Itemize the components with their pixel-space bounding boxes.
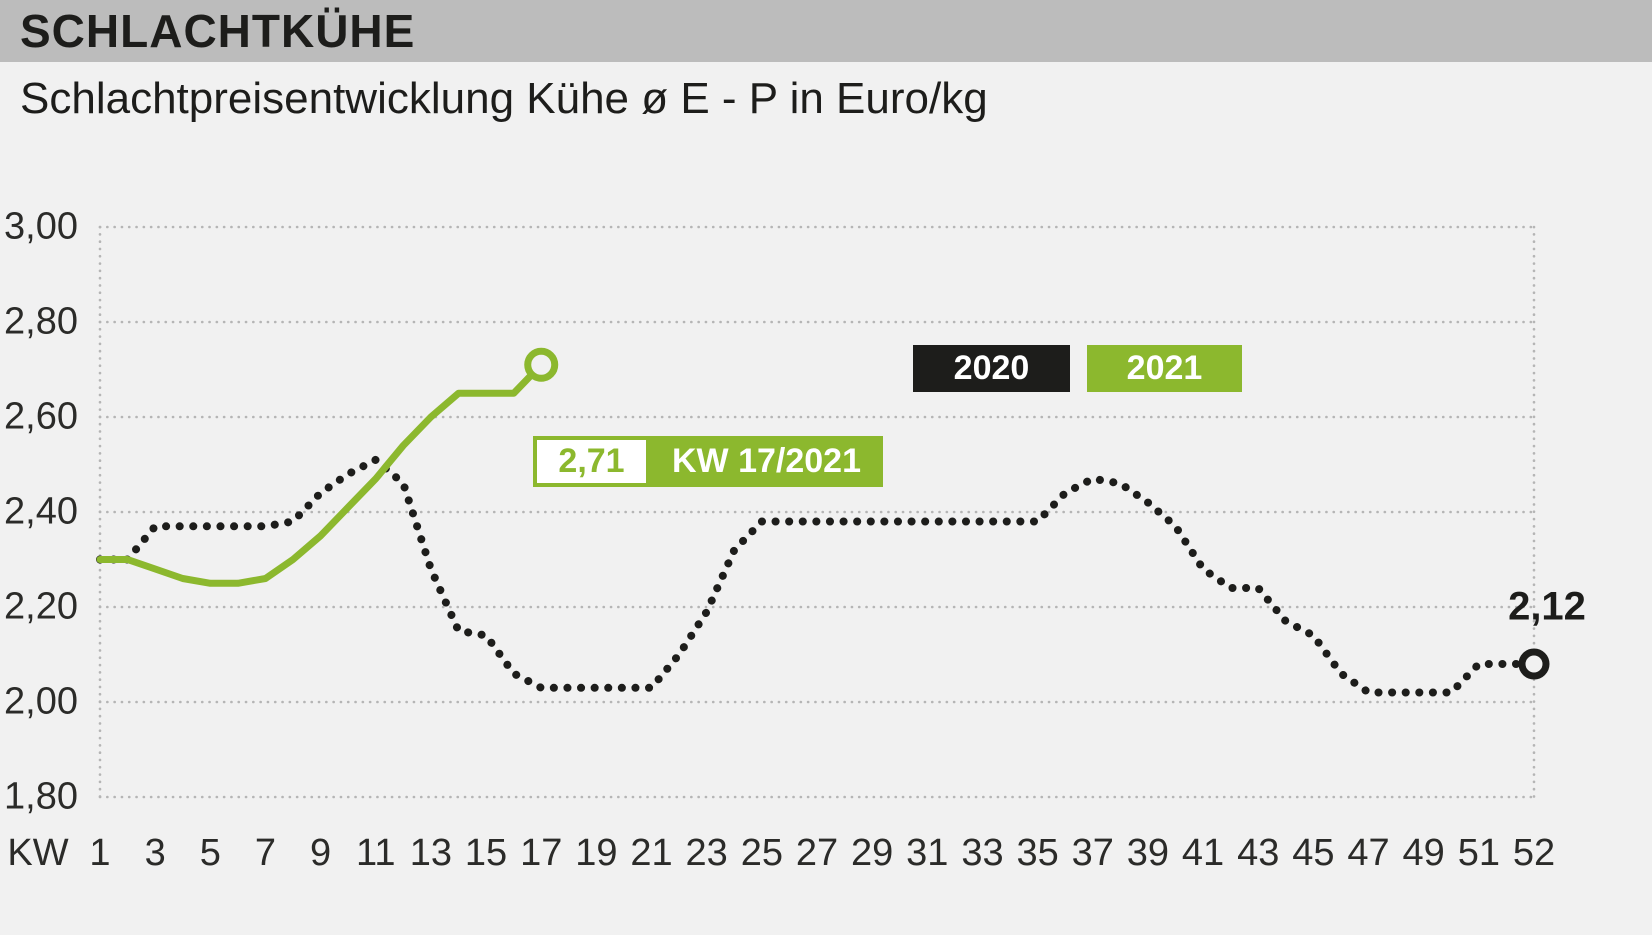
callout-kw17-2021: 2,71 KW 17/2021 [533, 436, 883, 487]
x-axis-label: 45 [1292, 832, 1335, 874]
x-axis-label: 37 [1071, 832, 1114, 874]
x-axis-label: 1 [89, 832, 111, 874]
series-2021-line [96, 361, 545, 587]
x-axis-label: 52 [1512, 832, 1556, 874]
x-axis-label: 39 [1126, 832, 1170, 874]
x-axis-label: 23 [685, 832, 728, 874]
legend-item-2020: 2020 [913, 345, 1070, 392]
y-axis-label: 2,20 [4, 585, 78, 628]
x-axis-label: 25 [740, 832, 783, 874]
y-axis-label: 2,60 [4, 395, 78, 438]
x-axis-label: 9 [310, 832, 332, 874]
x-axis-label: 47 [1347, 832, 1390, 874]
end-marker-2020 [1518, 648, 1550, 680]
x-axis-label: 13 [409, 832, 453, 874]
y-axis-label: 3,00 [4, 205, 78, 248]
x-axis-label: 43 [1237, 832, 1280, 874]
x-axis-label: 3 [144, 832, 166, 874]
series-2020-line [96, 455, 1538, 697]
y-axis-label: 2,40 [4, 490, 78, 533]
x-axis-label: 51 [1457, 832, 1500, 874]
y-axis-label: 2,80 [4, 300, 78, 343]
x-axis-label: 5 [199, 832, 221, 874]
x-axis-label: 41 [1181, 832, 1225, 874]
x-axis-label: 17 [520, 832, 563, 874]
x-axis-label: 11 [356, 832, 396, 874]
page-title: SCHLACHTKÜHE [20, 5, 416, 57]
y-axis-label: 2,00 [4, 680, 78, 723]
callout-week-label: KW 17/2021 [650, 436, 883, 487]
x-axis-label: 29 [851, 832, 894, 874]
x-axis-label: 49 [1402, 832, 1445, 874]
x-axis-label: 35 [1016, 832, 1059, 874]
x-axis-label: 19 [575, 832, 618, 874]
x-axis-label: 21 [630, 832, 673, 874]
x-axis-prefix: KW [7, 832, 69, 874]
x-axis-label: 27 [795, 832, 839, 874]
callout-value: 2,71 [533, 436, 650, 487]
chart-subtitle: Schlachtpreisentwicklung Kühe ø E - P in… [20, 74, 988, 123]
x-axis-label: 15 [464, 832, 508, 874]
end-marker-2021 [524, 347, 559, 382]
x-axis-label: 31 [906, 832, 949, 874]
legend-item-2021: 2021 [1087, 345, 1242, 392]
header-bar [0, 0, 1652, 62]
y-axis-label: 1,80 [4, 775, 78, 818]
end-value-label-2020: 2,12 [1508, 584, 1586, 629]
x-axis-label: 7 [254, 832, 277, 874]
x-axis-label: 33 [961, 832, 1004, 874]
